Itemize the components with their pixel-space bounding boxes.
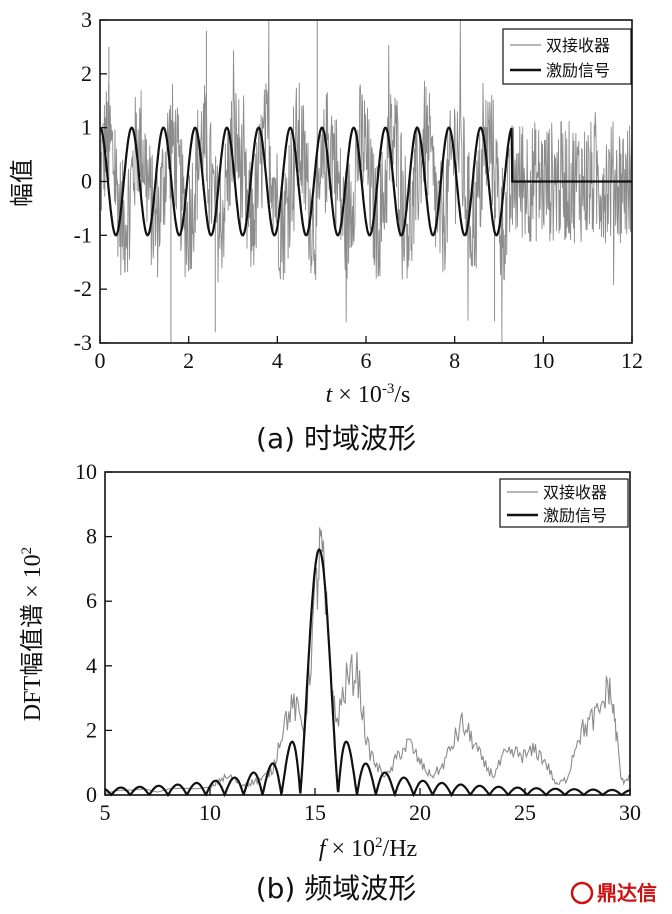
chart-a-y-tick-label: 2 bbox=[81, 61, 92, 86]
chart-b-x-tick-label: 30 bbox=[619, 800, 641, 825]
chart-b-received-series bbox=[104, 527, 631, 794]
legend-b-box bbox=[499, 478, 629, 528]
chart-a-y-tick-label: 3 bbox=[81, 7, 92, 32]
chart-b: 5 10 15 20 25 30 0 2 4 6 8 10 双接收器 激励信号 DFT幅值谱 × 10… bbox=[19, 459, 641, 905]
chart-b-x-tick-label: 20 bbox=[409, 800, 431, 825]
watermark-text: 鼎达信 bbox=[597, 881, 657, 905]
chart-a-y-tick-label: 1 bbox=[81, 115, 92, 140]
chart-b-x-tick-label: 15 bbox=[304, 800, 326, 825]
chart-b-x-axis-label: f × 102/Hz bbox=[319, 835, 417, 862]
chart-a-x-tick-label: 6 bbox=[361, 348, 372, 373]
chart-b-x-tick-label: 5 bbox=[100, 800, 111, 825]
chart-a-y-tick-label: -2 bbox=[74, 276, 92, 301]
chart-b-y-tick-label: 8 bbox=[86, 524, 97, 549]
chart-a-y-axis-label: 幅值 bbox=[9, 159, 36, 207]
legend-b-excitation-label: 激励信号 bbox=[543, 506, 607, 525]
watermark: 鼎达信 bbox=[570, 881, 657, 905]
chart-b-x-axis-exp: 2 bbox=[375, 835, 383, 851]
chart-a-y-tick-label: -1 bbox=[74, 222, 92, 247]
chart-a-received-line bbox=[99, 19, 633, 343]
chart-b-x-tick-label: 25 bbox=[514, 800, 536, 825]
chart-a-legend: 双接收器 激励信号 bbox=[502, 28, 632, 85]
chart-b-y-tick-label: 2 bbox=[86, 717, 97, 742]
chart-b-legend: 双接收器 激励信号 bbox=[499, 478, 629, 528]
chart-a-x-axis-unit: /s bbox=[394, 382, 410, 408]
chart-b-x-tick-label: 10 bbox=[199, 800, 221, 825]
chart-b-x-axis-mid: × 10 bbox=[325, 836, 375, 862]
chart-a-x-axis-label: t × 10-3/s bbox=[326, 381, 411, 408]
chart-b-y-tick-label: 0 bbox=[86, 782, 97, 807]
chart-a-x-tick-label: 10 bbox=[532, 348, 554, 373]
chart-a-x-tick-label: 4 bbox=[272, 348, 283, 373]
chart-b-caption: (b) 频域波形 bbox=[256, 872, 417, 905]
legend-b-received-label: 双接收器 bbox=[543, 483, 607, 502]
chart-b-y-tick-label: 6 bbox=[86, 588, 97, 613]
legend-a-box bbox=[502, 28, 632, 85]
chart-b-excitation-series bbox=[104, 548, 631, 798]
legend-a-received-label: 双接收器 bbox=[546, 36, 610, 55]
chart-b-y-axis-exp: 2 bbox=[19, 547, 35, 555]
chart-a-excitation-line bbox=[99, 126, 632, 237]
chart-b-x-axis-var: f bbox=[319, 836, 329, 862]
chart-b-ticks: 5 10 15 20 25 30 0 2 4 6 8 10 bbox=[75, 459, 641, 825]
chart-a-caption: (a) 时域波形 bbox=[256, 422, 416, 455]
chart-b-y-tick-label: 10 bbox=[75, 459, 97, 484]
chart-a-received-series bbox=[99, 19, 633, 343]
watermark-logo-icon bbox=[570, 881, 594, 905]
chart-a-x-tick-label: 2 bbox=[183, 348, 194, 373]
chart-a-x-tick-label: 8 bbox=[449, 348, 460, 373]
chart-a-x-tick-label: 0 bbox=[95, 348, 106, 373]
chart-a-x-axis-exp: -3 bbox=[382, 381, 395, 397]
chart-b-y-tick-label: 4 bbox=[86, 653, 97, 678]
chart-a-x-axis-mid: × 10 bbox=[332, 382, 382, 408]
chart-a-y-tick-label: 0 bbox=[81, 169, 92, 194]
chart-b-plot-frame bbox=[104, 471, 631, 796]
chart-a-x-tick-label: 12 bbox=[621, 348, 643, 373]
chart-a-excitation-series bbox=[99, 126, 632, 237]
chart-a-y-tick-label: -3 bbox=[74, 330, 92, 355]
chart-b-y-axis-label: DFT幅值谱 × 102 bbox=[19, 547, 46, 721]
chart-b-x-axis-unit: /Hz bbox=[383, 836, 418, 862]
chart-b-y-axis-text: DFT幅值谱 × 10 bbox=[19, 554, 46, 721]
legend-a-excitation-label: 激励信号 bbox=[546, 61, 610, 80]
chart-a-x-axis-var: t bbox=[326, 382, 334, 408]
